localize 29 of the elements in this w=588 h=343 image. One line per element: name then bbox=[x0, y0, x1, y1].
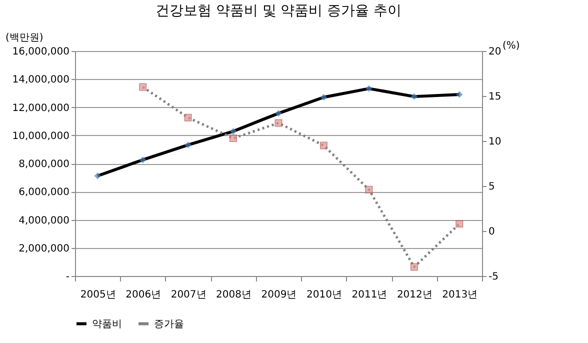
y-tick-label: 12,000,000 bbox=[12, 102, 70, 114]
y2-tick-label: 0 bbox=[488, 226, 495, 238]
y-tick-label: 6,000,000 bbox=[18, 187, 70, 198]
x-tick-label: 2008년 bbox=[216, 290, 252, 300]
legend-label: 약품비 bbox=[92, 318, 122, 330]
x-tick-label: 2012년 bbox=[396, 290, 432, 300]
y2-tick-label: 15 bbox=[488, 92, 502, 102]
y2-tick-label: 20 bbox=[488, 46, 502, 58]
y-tick-label: 8,000,000 bbox=[18, 159, 70, 170]
y-axis-title: (백만원) bbox=[6, 32, 44, 44]
y-tick-label: 14,000,000 bbox=[12, 74, 70, 86]
y-tick-label: 4,000,000 bbox=[18, 215, 70, 226]
x-tick-label: 2009년 bbox=[261, 290, 297, 300]
x-tick-label: 2006년 bbox=[126, 290, 162, 300]
legend-label: 증가율 bbox=[154, 318, 184, 330]
x-tick-label: 2007년 bbox=[170, 290, 206, 300]
x-tick-label: 2011년 bbox=[352, 290, 388, 300]
y-tick-label: 10,000,000 bbox=[12, 130, 70, 142]
x-tick-label: 2013년 bbox=[442, 290, 478, 300]
y-tick-label: 2,000,000 bbox=[18, 243, 70, 254]
y2-tick-label: 5 bbox=[488, 182, 495, 192]
x-tick-label: 2005년 bbox=[80, 290, 116, 300]
y2-tick-label: -5 bbox=[488, 272, 498, 282]
x-tick-label: 2010년 bbox=[306, 290, 342, 300]
y-tick-label: - bbox=[66, 272, 70, 282]
chart-title: 건강보험 약품비 및 약품비 증가율 추이 bbox=[155, 3, 402, 19]
y-tick-label: 16,000,000 bbox=[12, 46, 70, 58]
y2-axis-title: (%) bbox=[502, 40, 520, 52]
y2-tick-label: 10 bbox=[488, 136, 502, 148]
